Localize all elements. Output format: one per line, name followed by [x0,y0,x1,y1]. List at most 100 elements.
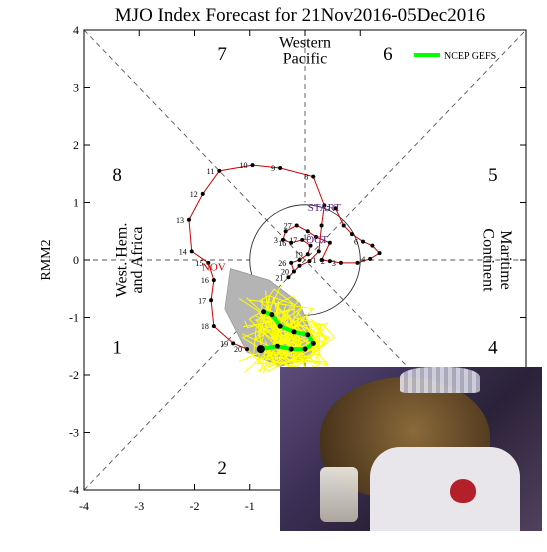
y-tick-label: 1 [73,196,79,210]
observed-point [231,341,236,346]
month-label-nov: NOV [202,261,226,273]
region-west-hem-line1: West. Hem. [114,223,131,298]
observed-day-label: 10 [240,161,248,170]
observed-point [322,203,327,208]
observed-point [316,249,321,254]
observed-day-label: 11 [207,167,215,176]
observed-point [291,269,296,274]
observed-day-label: 4 [361,255,365,264]
observed-point [370,243,375,248]
observed-day-label: 1 [313,256,317,265]
observed-point [305,229,310,234]
observed-point [341,223,346,228]
phase-number-8: 8 [112,165,122,186]
observed-point [278,166,283,170]
forecast-mean-point [274,343,280,349]
observed-point [200,191,205,196]
observed-day-label: 3 [274,236,278,245]
y-tick-label: -2 [69,368,79,382]
y-tick-label: 3 [73,81,79,95]
observed-point [211,278,216,283]
observed-day-label: 6 [354,238,358,247]
ensemble-member-track [255,321,306,369]
y-tick-label: 2 [73,138,79,152]
region-maritime-line1: Maritime [497,230,514,290]
y-tick-label: -3 [69,426,79,440]
observed-point [300,237,305,242]
gremlin-photo [280,367,542,531]
y-axis-label: RMM2 [39,239,54,280]
phase-number-4: 4 [488,337,498,358]
observed-point [206,260,211,265]
x-tick-label: -4 [79,499,89,513]
observed-point [319,223,324,228]
x-tick-label: -3 [134,499,144,513]
ensemble-member-track [238,298,294,363]
observed-day-label: 26 [278,259,286,268]
observed-point [189,249,194,254]
observed-day-label: 13 [176,216,184,225]
forecast-mean-point [261,309,267,315]
observed-day-label: 20 [281,268,289,277]
observed-day-label: 3 [332,259,336,268]
observed-day-label: 15 [195,259,203,268]
observed-point [294,223,299,228]
forecast-mean-point [288,346,294,352]
observed-point [333,206,338,211]
y-tick-label: 0 [73,253,79,267]
observed-point [314,235,319,239]
observed-day-label: 15 [303,233,311,242]
legend-label: NCEP GEFS [444,51,496,62]
observed-point [338,260,343,265]
observed-day-label: 17 [198,296,206,305]
observed-day-label: 18 [201,322,209,331]
region-west-hem-line2: and Africa [129,226,146,293]
observed-day-label: 9 [271,164,275,173]
observed-point [297,258,302,262]
observed-day-label: 8 [304,173,308,182]
observed-day-label: 19 [295,250,303,259]
observed-point [186,217,191,222]
observed-point [289,260,294,265]
observed-point [289,240,294,245]
phase-number-2: 2 [217,458,227,479]
observed-point [368,256,373,261]
heart-graphic [450,479,476,503]
forecast-mean-point [256,345,265,354]
observed-point [349,232,354,237]
forecast-mean-point [302,346,308,352]
tiara [400,367,480,393]
observed-point [355,260,360,265]
y-tick-label: 4 [73,23,79,37]
region-western-pacific-line2: Pacific [283,50,327,67]
observed-day-label: 19 [220,339,228,348]
region-maritime-line2: Continent [479,228,496,292]
observed-point [297,263,302,268]
x-tick-label: -2 [190,499,200,513]
observed-point [305,252,310,257]
ensemble-member-track [255,290,303,359]
ensemble-member-track [257,295,319,354]
t-shirt [370,447,520,531]
observed-day-label: 17 [289,236,297,245]
forecast-mean-point [291,329,297,335]
observed-day-label: 16 [201,276,209,285]
observed-day-label: 16 [278,239,286,248]
observed-day-label: 12 [190,190,198,199]
phase-number-6: 6 [383,44,393,65]
phase-number-5: 5 [488,165,498,186]
observed-point [209,298,214,303]
observed-point [286,275,291,280]
observed-point [211,324,216,329]
observed-day-label: 21 [275,273,283,282]
observed-point [327,259,332,264]
region-western-pacific-line1: Western [279,34,331,51]
observed-day-label: 7 [326,204,330,213]
observed-point [308,243,313,248]
legend: NCEP GEFS [414,51,496,62]
unit-circle [249,204,361,316]
forecast-mean-point [269,312,275,318]
ensemble-member-track [257,288,328,354]
